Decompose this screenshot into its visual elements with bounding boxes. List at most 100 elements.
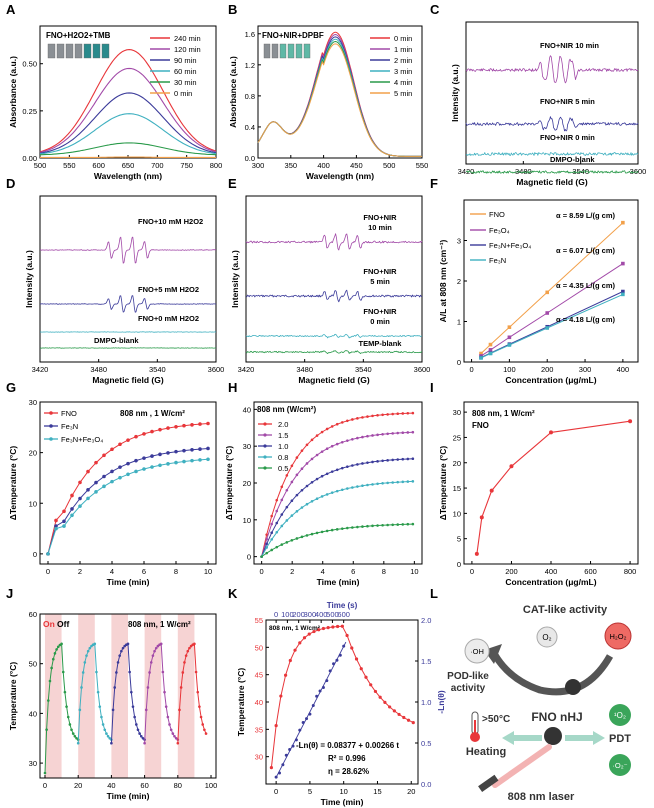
panel-h-data-point: [346, 465, 349, 469]
panel-j-data-point: [193, 642, 196, 646]
panel-g-legend-marker: [49, 437, 53, 441]
panel-h-data-point: [406, 480, 410, 483]
panel-k-y-tick-label: 55: [255, 616, 263, 625]
panel-j-data-point: [169, 728, 173, 732]
panel-h-data-point: [401, 523, 405, 526]
panel-k-fit-point: [288, 748, 292, 752]
panel-j-data-point: [126, 642, 130, 646]
panel-i-y-tick-label: 5: [457, 535, 461, 544]
panel-k-data-point: [383, 700, 387, 704]
panel-j-data-point: [100, 715, 103, 719]
panel-h-data-point: [280, 543, 284, 546]
panel-f-data-point: [545, 311, 550, 315]
panel-b-legend-label: 3 min: [394, 67, 412, 76]
panel-h-x-tick-label: 2: [290, 567, 294, 576]
panel-k-y-tick-label: 30: [255, 753, 263, 762]
panel-g-legend-marker: [49, 424, 53, 428]
panel-e-trace-5min: [246, 289, 423, 303]
panel-j-data-point: [60, 642, 63, 646]
panel-b-x-tick-label: 300: [252, 161, 265, 170]
panel-b-y-tick-label: 1.2: [245, 61, 255, 70]
panel-e-y-axis-label: Intensity (a.u.): [230, 250, 240, 308]
panel-l-laser-label: 808 nm laser: [508, 791, 575, 803]
panel-h-data-point: [295, 473, 299, 477]
panel-i-plot-frame: [463, 401, 639, 565]
panel-j-data-point: [63, 690, 67, 694]
panel-k-top-tick-label: 500: [326, 610, 339, 619]
panel-d-label-10mm: FNO+10 mM H2O2: [138, 217, 203, 226]
panel-j-data-point: [149, 661, 153, 664]
panel-h-data-point: [401, 431, 405, 435]
panel-j-on-band: [144, 614, 162, 778]
panel-b-plot-frame: [257, 25, 423, 159]
panel-f-data-point: [621, 289, 625, 294]
panel-h-data-point: [295, 537, 299, 540]
panel-i-x-tick-label: 800: [624, 567, 637, 576]
panel-j-data-point: [71, 732, 75, 735]
panel-h-data-point: [376, 460, 379, 463]
panel-f-alpha-label: α = 4.35 L/(g cm): [556, 281, 616, 290]
panel-j-data-point: [161, 670, 165, 674]
panel-g-data-point: [182, 459, 186, 464]
panel-h-data-point: [265, 533, 268, 536]
panel-k-data-point: [274, 724, 278, 728]
panel-k-data-point: [298, 641, 302, 645]
panel-h-data-point: [411, 411, 415, 415]
panel-j-data-point: [196, 690, 200, 694]
panel-j-on-band: [111, 614, 128, 778]
panel-f-x-axis-label: Concentration (μg/mL): [505, 375, 596, 385]
panel-h-y-tick-label: 30: [243, 442, 251, 451]
panel-f-alpha-label: α = 8.59 L/(g cm): [556, 211, 616, 220]
panel-k-data-point: [331, 625, 335, 629]
panel-j-x-tick-label: 20: [74, 781, 82, 790]
panel-i-data-point: [549, 430, 553, 435]
panel-g-data-point: [54, 518, 58, 523]
panel-h-data-point: [335, 442, 339, 446]
panel-h-data-point: [330, 491, 334, 494]
panel-i-series-line: [476, 420, 631, 554]
panel-h-data-point: [361, 435, 364, 439]
panel-j-data-point: [188, 646, 191, 650]
panel-f-legend-label: Fe₃N+Fe₃O₄: [489, 241, 531, 250]
panel-j-data-point: [151, 654, 155, 657]
panel-h-data-point: [325, 493, 329, 496]
panel-k-right-tick-label: 1.5: [421, 657, 431, 666]
panel-h-data-point: [275, 521, 279, 525]
panel-h-data-point: [340, 488, 344, 492]
panel-j-data-point: [48, 679, 52, 683]
panel-h-data-point: [351, 526, 354, 529]
panel-k-data-point: [378, 695, 382, 699]
panel-f-y-tick-label: 0: [457, 358, 461, 367]
panel-g-data-point: [118, 475, 122, 480]
panel-h-data-point: [361, 462, 364, 465]
panel-k-data-point: [288, 658, 292, 663]
panel-j-data-point: [111, 708, 115, 712]
panel-h-data-point: [381, 482, 384, 485]
panel-h-data-point: [310, 480, 314, 484]
panel-g-data-point: [118, 465, 122, 469]
panel-j-data-point: [184, 654, 188, 657]
panel-g-data-point: [174, 460, 178, 465]
panel-h-data-point: [396, 431, 400, 435]
panel-k-right-axis-label: -Ln(θ): [436, 690, 446, 714]
panel-i-x-tick-label: 400: [545, 567, 558, 576]
panel-j-data-point: [66, 715, 70, 719]
panel-b-cuvette-icon: [287, 43, 295, 59]
panel-h-data-point: [330, 470, 334, 473]
panel-j-data-point: [198, 705, 201, 708]
panel-g-data-point: [54, 524, 58, 528]
panel-letter-d: D: [6, 176, 15, 191]
panel-h-data-point: [340, 466, 344, 470]
panel-j-data-point: [201, 723, 205, 726]
panel-k-annotation: 808 nm, 1 W/cm²: [269, 625, 321, 632]
panel-h-data-point: [310, 532, 314, 536]
panel-h-data-point: [366, 483, 369, 487]
panel-j-data-point: [194, 670, 198, 674]
panel-i-y-tick-label: 15: [453, 484, 461, 493]
panel-j-data-point: [56, 645, 60, 649]
panel-e-x-tick-label: 3540: [355, 365, 372, 374]
panel-h-legend-marker: [263, 433, 267, 437]
panel-j-plot-frame: [39, 613, 217, 779]
panel-l-fno-label: FNO nHJ: [531, 710, 582, 724]
panel-j-data-point: [93, 642, 97, 646]
